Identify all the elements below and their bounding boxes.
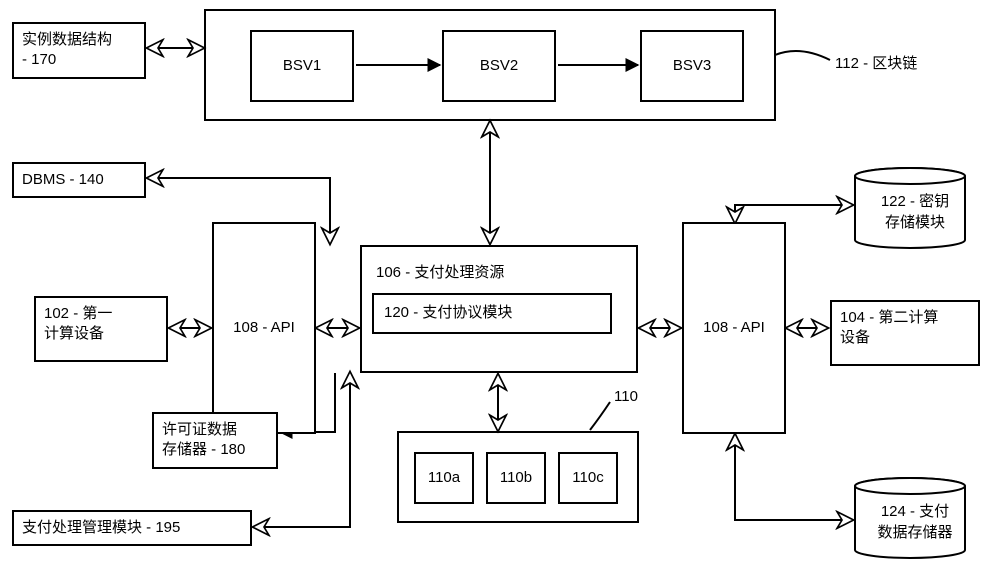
node-bsv3: BSV3 [640, 30, 744, 102]
label-110: 110 [614, 388, 638, 405]
node-110c: 110c [558, 452, 618, 504]
node-108-right: 108 - API [682, 222, 786, 434]
node-180: 许可证数据 存储器 - 180 [152, 412, 278, 469]
node-106: 106 - 支付处理资源 120 - 支付协议模块 [360, 245, 638, 373]
node-bsv1: BSV1 [250, 30, 354, 102]
node-108-left: 108 - API [212, 222, 316, 434]
node-120: 120 - 支付协议模块 [372, 293, 612, 333]
node-110a: 110a [414, 452, 474, 504]
label-122: 122 - 密钥 存储模块 [870, 190, 960, 232]
node-106-title: 106 - 支付处理资源 [376, 263, 626, 283]
node-bsv2: BSV2 [442, 30, 556, 102]
node-170-l1: 实例数据结构 [22, 30, 136, 50]
label-124: 124 - 支付 数据存储器 [870, 500, 960, 542]
node-170: 实例数据结构 - 170 [12, 22, 146, 79]
node-bsv2-label: BSV2 [480, 57, 518, 74]
label-112: 112 - 区块链 [835, 52, 917, 73]
node-170-l2: - 170 [22, 50, 136, 70]
node-102: 102 - 第一 计算设备 [34, 296, 168, 362]
node-140: DBMS - 140 [12, 162, 146, 198]
node-bsv1-label: BSV1 [283, 57, 321, 74]
node-104: 104 - 第二计算 设备 [830, 300, 980, 366]
node-195: 支付处理管理模块 - 195 [12, 510, 252, 546]
node-bsv3-label: BSV3 [673, 57, 711, 74]
node-110b: 110b [486, 452, 546, 504]
